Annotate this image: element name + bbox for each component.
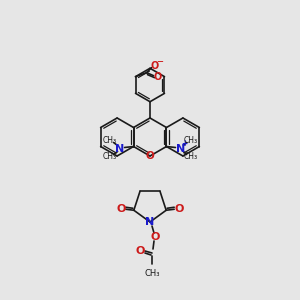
Text: O: O <box>116 204 125 214</box>
Text: −: − <box>156 57 163 66</box>
Text: N: N <box>115 143 124 154</box>
Text: O: O <box>146 151 154 161</box>
Text: CH₃: CH₃ <box>103 152 117 161</box>
Text: O: O <box>153 72 162 82</box>
Text: CH₃: CH₃ <box>183 136 197 145</box>
Text: O: O <box>135 246 145 256</box>
Text: N: N <box>176 143 185 154</box>
Text: O: O <box>150 232 160 242</box>
Text: CH₃: CH₃ <box>144 269 160 278</box>
Text: O: O <box>175 204 184 214</box>
Text: N: N <box>146 217 154 227</box>
Text: O: O <box>150 61 159 70</box>
Text: CH₃: CH₃ <box>183 152 197 161</box>
Text: CH₃: CH₃ <box>103 136 117 145</box>
Text: +: + <box>181 139 188 148</box>
